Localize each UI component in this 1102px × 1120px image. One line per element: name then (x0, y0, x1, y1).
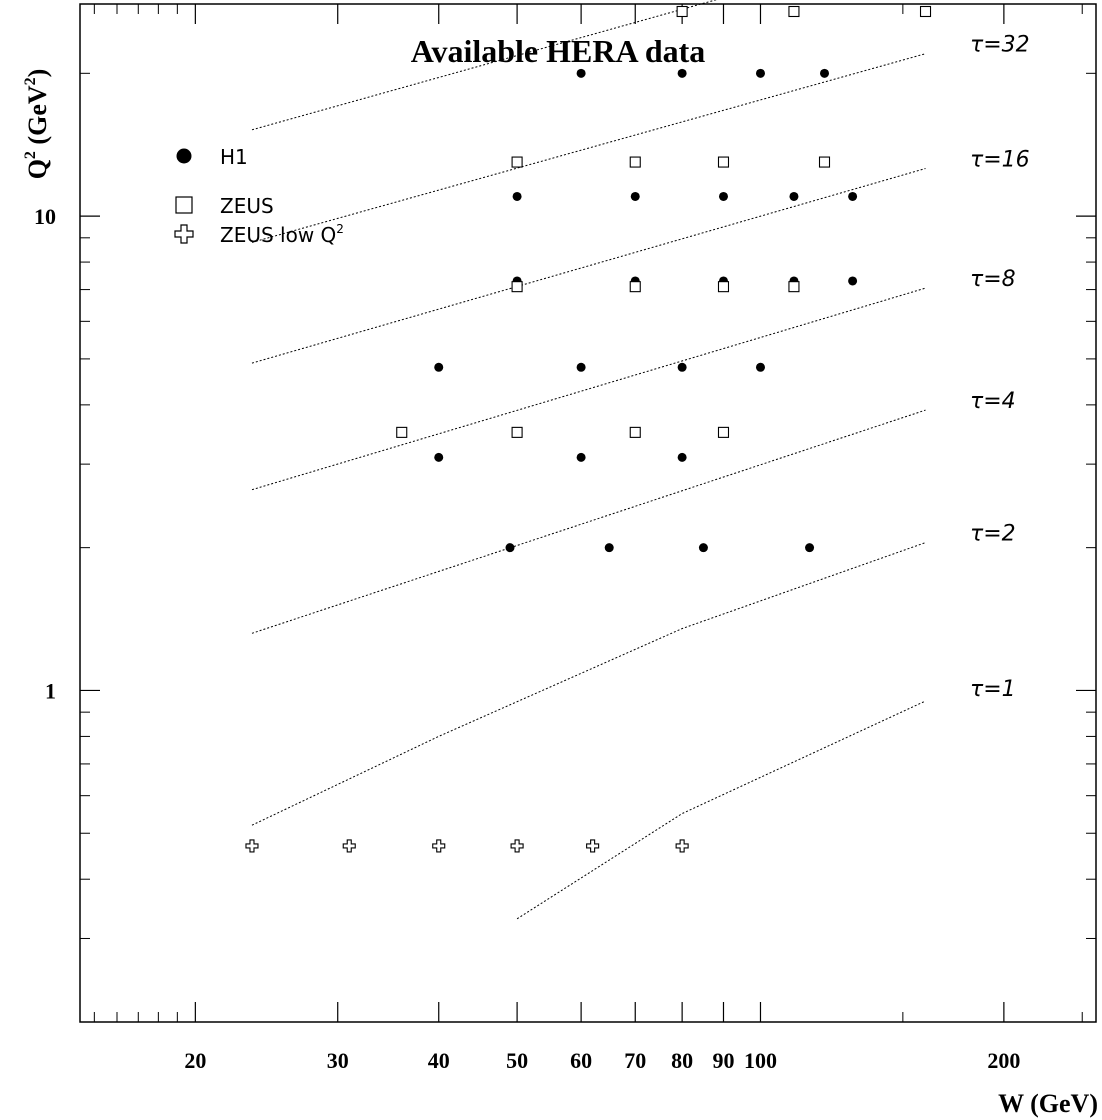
h1-point (677, 452, 687, 462)
h1-point (576, 452, 586, 462)
y-axis-label: Q2 (GeV2) (22, 69, 52, 180)
h1-point (434, 452, 444, 462)
x-tick-label: 30 (327, 1048, 349, 1073)
h1-point (805, 543, 815, 553)
h1-point (755, 68, 765, 78)
h1-point (820, 68, 830, 78)
legend-h1-marker (176, 148, 192, 164)
x-axis-label: W (GeV) (998, 1089, 1098, 1118)
y-tick-label: 1 (45, 678, 56, 703)
x-tick-label: 200 (987, 1048, 1020, 1073)
y-axis-label-unit-open: (GeV (23, 85, 52, 151)
zeus-point (717, 156, 730, 168)
h1-point (576, 362, 586, 372)
h1-point (848, 191, 858, 201)
zeus-point (676, 5, 688, 18)
h1-point (755, 362, 765, 372)
legend-label: H1 (220, 145, 248, 169)
zeus-point (818, 156, 831, 168)
tau-label: τ=32 (970, 33, 1030, 58)
legend-label-sup: 2 (336, 222, 344, 236)
legend-label: ZEUS low Q2 (220, 222, 344, 247)
x-tick-label: 70 (624, 1048, 646, 1073)
tau-label: τ=16 (970, 147, 1030, 172)
tau-line (251, 542, 926, 826)
x-tick-label: 20 (184, 1048, 206, 1073)
x-tick-label: 60 (570, 1048, 592, 1073)
zeus-lowq2-point (432, 839, 446, 853)
x-tick-label: 40 (428, 1048, 450, 1073)
zeus-point (511, 281, 523, 293)
tau-line (251, 53, 926, 243)
legend-label: ZEUS (220, 194, 274, 218)
tau-line (251, 409, 926, 634)
x-tick-label: 90 (712, 1048, 734, 1073)
h1-point (576, 68, 586, 78)
h1-point (718, 191, 728, 201)
h1-point (604, 543, 614, 553)
tau-label: τ=4 (970, 389, 1016, 414)
y-axis-label-unit-close: ) (23, 69, 52, 78)
tau-line (251, 287, 926, 491)
h1-point (630, 191, 640, 201)
tau-label: τ=1 (970, 677, 1016, 702)
zeus-lowq2-point (586, 839, 600, 853)
h1-point (789, 191, 799, 201)
zeus-lowq2-point (675, 839, 689, 853)
tau-line (251, 0, 718, 131)
zeus-lowq2-point (245, 839, 259, 853)
legend-zeus-lowq2-marker (174, 224, 194, 244)
h1-point (434, 362, 444, 372)
zeus-point (919, 5, 932, 18)
y-tick-label: 10 (34, 204, 56, 229)
legend-zeus-marker (175, 196, 193, 214)
zeus-point (511, 156, 523, 168)
y-axis-label-base: Q (23, 159, 52, 179)
h1-point (512, 191, 522, 201)
h1-point (698, 543, 708, 553)
h1-point (677, 68, 687, 78)
y-axis-label-unit-sup: 2 (22, 77, 39, 85)
zeus-point (629, 426, 641, 438)
zeus-lowq2-point (342, 839, 356, 853)
h1-point (848, 276, 858, 286)
x-tick-label: 80 (671, 1048, 693, 1073)
y-axis-label-sup: 2 (22, 151, 39, 159)
x-tick-label: 50 (506, 1048, 528, 1073)
zeus-point (788, 281, 800, 293)
tau-line (251, 168, 926, 364)
x-tick-label: 100 (744, 1048, 777, 1073)
tau-label: τ=2 (970, 522, 1016, 547)
chart-title: Available HERA data (411, 33, 706, 69)
zeus-point (629, 156, 641, 168)
zeus-point (629, 281, 641, 293)
h1-point (505, 543, 515, 553)
h1-point (677, 362, 687, 372)
zeus-point (511, 426, 523, 438)
zeus-lowq2-point (510, 839, 524, 853)
zeus-point (717, 281, 730, 293)
tau-line (516, 700, 926, 920)
plot-frame (79, 3, 1097, 1023)
zeus-point (396, 426, 408, 438)
zeus-point (788, 5, 800, 18)
zeus-point (717, 426, 730, 438)
tau-label: τ=8 (970, 267, 1016, 292)
